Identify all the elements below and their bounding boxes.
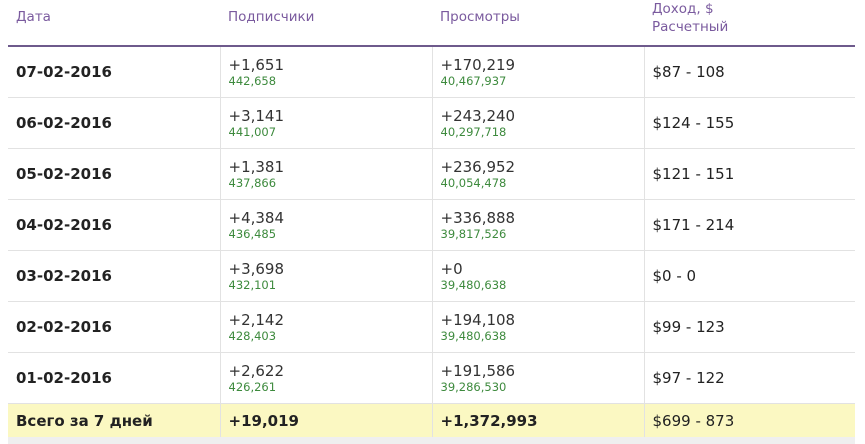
row-views: +191,586 39,286,530 — [431, 352, 644, 404]
row-date: 01-02-2016 — [8, 352, 220, 404]
row-views: +0 39,480,638 — [431, 250, 644, 302]
table-row: 04-02-2016 +4,384 436,485 +336,888 39,817,… — [8, 199, 855, 251]
views-delta: +0 — [440, 260, 463, 278]
views-delta: +191,586 — [440, 362, 516, 380]
views-delta: +170,219 — [440, 56, 516, 74]
total-income: $699 - 873 — [643, 403, 855, 437]
subscribers-delta: +4,384 — [228, 209, 285, 227]
subscribers-total: 437,866 — [228, 176, 277, 190]
row-views: +236,952 40,054,478 — [431, 148, 644, 200]
row-views: +336,888 39,817,526 — [431, 199, 644, 251]
row-views: +243,240 40,297,718 — [431, 97, 644, 149]
row-date: 05-02-2016 — [8, 148, 220, 200]
row-subscribers: +3,698 432,101 — [219, 250, 432, 302]
daily-stats-table: Дата Подписчики Просмотры Доход, $ Расче… — [8, 0, 855, 437]
row-income: $0 - 0 — [643, 250, 855, 302]
row-subscribers: +2,622 426,261 — [219, 352, 432, 404]
row-date: 04-02-2016 — [8, 199, 220, 251]
subscribers-delta: +3,698 — [228, 260, 285, 278]
views-delta: +336,888 — [440, 209, 516, 227]
column-header-income[interactable]: Доход, $ Расчетный — [644, 0, 855, 47]
column-header-subscribers[interactable]: Подписчики — [220, 0, 432, 47]
table-header-row: Дата Подписчики Просмотры Доход, $ Расче… — [8, 0, 855, 47]
total-views: +1,372,993 — [431, 403, 644, 437]
row-income: $99 - 123 — [643, 301, 855, 353]
subscribers-delta: +2,622 — [228, 362, 285, 380]
column-header-views[interactable]: Просмотры — [432, 0, 644, 47]
table-row: 06-02-2016 +3,141 441,007 +243,240 40,297,… — [8, 97, 855, 149]
row-subscribers: +1,651 442,658 — [219, 46, 432, 98]
row-income: $124 - 155 — [643, 97, 855, 149]
row-subscribers: +3,141 441,007 — [219, 97, 432, 149]
views-delta: +236,952 — [440, 158, 516, 176]
views-total: 40,054,478 — [440, 176, 507, 190]
views-total: 39,817,526 — [440, 227, 507, 241]
row-income: $171 - 214 — [643, 199, 855, 251]
row-subscribers: +2,142 428,403 — [219, 301, 432, 353]
subscribers-delta: +2,142 — [228, 311, 285, 329]
row-subscribers: +4,384 436,485 — [219, 199, 432, 251]
table-row: 01-02-2016 +2,622 426,261 +191,586 39,286,… — [8, 352, 855, 404]
views-total: 39,286,530 — [440, 380, 507, 394]
table-bottom-strip — [8, 437, 855, 444]
table-row: 02-02-2016 +2,142 428,403 +194,108 39,480,… — [8, 301, 855, 353]
views-delta: +243,240 — [440, 107, 516, 125]
row-income: $87 - 108 — [643, 46, 855, 98]
total-subscribers: +19,019 — [219, 403, 432, 437]
row-date: 03-02-2016 — [8, 250, 220, 302]
row-views: +194,108 39,480,638 — [431, 301, 644, 353]
views-total: 40,297,718 — [440, 125, 507, 139]
subscribers-delta: +1,651 — [228, 56, 285, 74]
column-header-date[interactable]: Дата — [8, 0, 220, 47]
subscribers-delta: +3,141 — [228, 107, 285, 125]
row-date: 02-02-2016 — [8, 301, 220, 353]
views-delta: +194,108 — [440, 311, 516, 329]
row-subscribers: +1,381 437,866 — [219, 148, 432, 200]
row-date: 06-02-2016 — [8, 97, 220, 149]
subscribers-delta: +1,381 — [228, 158, 285, 176]
table-row: 03-02-2016 +3,698 432,101 +0 39,480,638 $0… — [8, 250, 855, 302]
table-row: 05-02-2016 +1,381 437,866 +236,952 40,054,… — [8, 148, 855, 200]
total-row: Всего за 7 дней +19,019 +1,372,993 $699 … — [8, 403, 855, 437]
row-views: +170,219 40,467,937 — [431, 46, 644, 98]
views-total: 39,480,638 — [440, 278, 507, 292]
total-label: Всего за 7 дней — [8, 403, 220, 437]
subscribers-total: 442,658 — [228, 74, 277, 88]
views-total: 39,480,638 — [440, 329, 507, 343]
subscribers-total: 426,261 — [228, 380, 277, 394]
subscribers-total: 441,007 — [228, 125, 277, 139]
subscribers-total: 428,403 — [228, 329, 277, 343]
subscribers-total: 432,101 — [228, 278, 277, 292]
table-row: 07-02-2016 +1,651 442,658 +170,219 40,467,… — [8, 46, 855, 98]
subscribers-total: 436,485 — [228, 227, 277, 241]
row-date: 07-02-2016 — [8, 46, 220, 98]
row-income: $121 - 151 — [643, 148, 855, 200]
views-total: 40,467,937 — [440, 74, 507, 88]
row-income: $97 - 122 — [643, 352, 855, 404]
